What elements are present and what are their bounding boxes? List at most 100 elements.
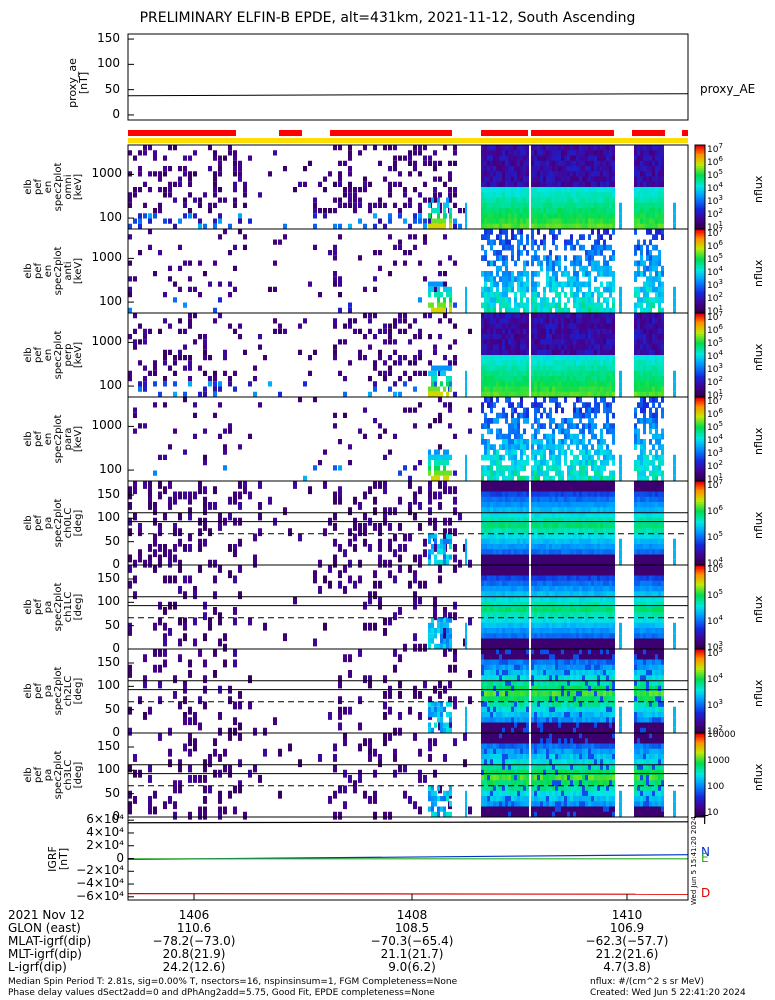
heat-cell: [383, 376, 387, 382]
heat-cell: [555, 171, 558, 177]
heat-cell: [534, 533, 537, 540]
heat-cell: [449, 365, 452, 371]
heat-cell: [546, 365, 549, 372]
heat-cell: [537, 449, 540, 456]
heat-cell: [343, 160, 347, 166]
heat-cell: [514, 160, 517, 167]
heat-cell: [549, 145, 552, 151]
heat-cell: [440, 370, 443, 376]
heat-cell: [373, 381, 377, 387]
heat-cell: [534, 160, 537, 167]
heat-cell: [609, 271, 612, 277]
heat-cell: [606, 502, 609, 508]
heat-cell: [393, 507, 397, 516]
heat-cell: [570, 166, 573, 172]
heat-cell: [158, 528, 162, 537]
heat-cell: [579, 297, 582, 303]
heat-cell: [579, 544, 582, 550]
heat-cell: [558, 439, 561, 445]
colorbar-step: [695, 373, 705, 377]
heat-cell: [606, 155, 609, 162]
heat-cell: [661, 391, 664, 398]
heat-cell: [579, 176, 582, 183]
colorbar-step: [695, 298, 705, 301]
heat-cell: [658, 454, 661, 461]
heat-cell: [619, 286, 622, 292]
heat-cell: [493, 181, 496, 188]
colorbar-step: [695, 447, 705, 450]
heat-cell: [373, 365, 377, 371]
heat-cell: [508, 538, 511, 545]
heat-cell: [233, 166, 237, 172]
heat-cell: [549, 454, 552, 461]
heat-cell: [496, 486, 499, 492]
heat-cell: [508, 302, 511, 309]
heat-cell: [490, 428, 493, 435]
heat-cell: [637, 323, 640, 330]
heat-cell: [652, 486, 655, 492]
heat-cell: [531, 439, 534, 445]
heat-cell: [496, 376, 499, 382]
heat-cell: [652, 276, 655, 282]
heat-cell: [555, 286, 558, 293]
heat-cell: [643, 460, 646, 466]
heat-cell: [600, 470, 603, 477]
heat-cell: [490, 276, 493, 282]
heat-cell: [549, 376, 552, 382]
heat-cell: [520, 250, 523, 256]
heat-cell: [313, 397, 317, 403]
heat-cell: [603, 391, 606, 398]
heat-cell: [537, 491, 540, 498]
heat-cell: [453, 323, 457, 329]
heat-cell: [588, 307, 591, 314]
heat-cell: [531, 386, 534, 393]
heat-cell: [178, 244, 182, 250]
heat-cell: [585, 486, 588, 492]
heat-cell: [543, 160, 546, 167]
heat-cell: [487, 271, 490, 277]
heat-cell: [634, 171, 637, 177]
heat-cell: [511, 208, 514, 214]
heat-cell: [600, 197, 603, 204]
heat-cell: [640, 470, 643, 477]
heat-cell: [278, 239, 282, 245]
heat-cell: [433, 176, 437, 182]
heat-cell: [552, 344, 555, 351]
heat-cell: [591, 145, 594, 151]
heat-cell: [423, 276, 427, 282]
colorbar-step: [695, 151, 705, 154]
heat-cell: [534, 386, 537, 393]
heat-cell: [582, 376, 585, 382]
heat-cell: [561, 491, 564, 498]
heat-cell: [655, 166, 658, 172]
heat-cell: [514, 208, 517, 214]
heat-cell: [496, 255, 499, 261]
heat-cell: [561, 549, 564, 555]
heat-cell: [564, 344, 567, 351]
heat-cell: [514, 544, 517, 550]
heat-cell: [573, 202, 576, 209]
heat-cell: [278, 391, 282, 397]
heat-cell: [640, 365, 643, 372]
heat-cell: [526, 307, 529, 314]
heat-cell: [481, 302, 484, 309]
heat-cell: [403, 187, 407, 193]
heat-cell: [609, 486, 612, 492]
heat-cell: [655, 218, 658, 225]
heat-cell: [646, 376, 649, 382]
heat-cell: [505, 297, 508, 303]
heat-cell: [606, 344, 609, 351]
heat-cell: [520, 444, 523, 450]
heat-cell: [655, 433, 658, 440]
heat-cell: [603, 454, 606, 461]
heat-cell: [640, 339, 643, 345]
heat-cell: [511, 559, 514, 566]
heat-cell: [453, 486, 457, 495]
heat-cell: [534, 281, 537, 288]
heat-cell: [493, 192, 496, 198]
heat-cell: [158, 250, 162, 256]
heat-cell: [438, 318, 442, 324]
heat-cell: [588, 276, 591, 282]
heat-cell: [591, 418, 594, 424]
heat-cell: [543, 533, 546, 540]
